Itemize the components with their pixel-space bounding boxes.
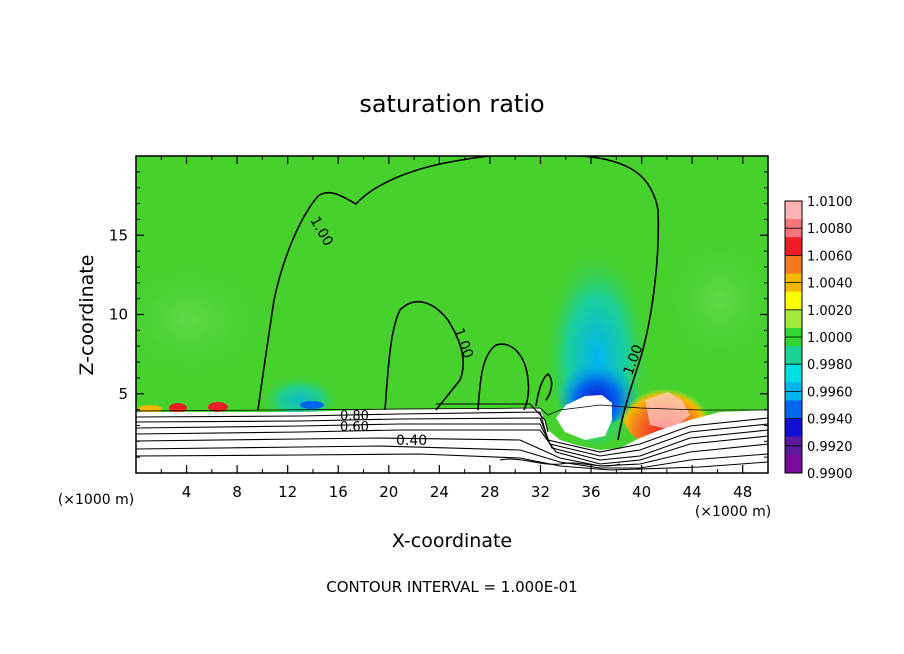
warm-spot xyxy=(138,405,162,413)
terrain xyxy=(136,408,768,473)
surface-line xyxy=(136,404,768,416)
x-unit-right: (×1000 m) xyxy=(695,504,771,520)
colorbar-segment xyxy=(785,291,802,311)
warm-spot xyxy=(169,403,187,413)
contour-label: 0.60 xyxy=(340,420,369,435)
x-tick-label: 48 xyxy=(733,483,752,501)
x-tick-label: 40 xyxy=(632,483,651,501)
x-tick-label: 4 xyxy=(182,483,192,501)
contour-label: 0.40 xyxy=(396,433,427,449)
x-axis-title: X-coordinate xyxy=(392,530,512,552)
y-tick-label: 10 xyxy=(109,306,128,324)
white-region xyxy=(645,392,690,430)
colorbar-segment xyxy=(785,400,802,420)
colorbar-label: 1.0080 xyxy=(807,222,853,237)
x-tick-label: 16 xyxy=(329,483,348,501)
y-tick-label: 5 xyxy=(118,385,128,403)
colorbar-label: 0.9960 xyxy=(807,385,853,400)
colorbar-segment xyxy=(785,364,802,383)
plot-area: 1.00 1.00 1.00 0.80 0.60 0.40 xyxy=(136,156,768,473)
light-green-region xyxy=(136,260,270,380)
colorbar-segment xyxy=(785,418,802,438)
contour-1.00-small xyxy=(477,343,530,411)
colorbar-segment xyxy=(785,346,802,365)
colorbar: 1.0100 1.0080 1.0060 1.0040 1.0020 1.0000 0.99… xyxy=(784,195,853,482)
x-axis: 4 8 12 16 20 24 28 32 36 40 44 48 xyxy=(160,156,752,501)
contour-1.00-middle xyxy=(384,300,464,411)
x-tick-label: 28 xyxy=(480,483,499,501)
y-tick-label: 15 xyxy=(109,226,128,244)
colorbar-segment xyxy=(785,454,802,474)
colorbar-label: 1.0040 xyxy=(807,277,853,292)
x-tick-label: 36 xyxy=(581,483,600,501)
x-tick-label: 32 xyxy=(531,483,550,501)
contour-interval-note: CONTOUR INTERVAL = 1.000E-01 xyxy=(326,578,577,596)
contour-label: 0.80 xyxy=(340,409,369,424)
chart-title: saturation ratio xyxy=(359,90,544,118)
white-region xyxy=(556,395,612,440)
y-axis-title: Z-coordinate xyxy=(76,255,98,376)
x-tick-label: 24 xyxy=(430,483,449,501)
contour-1.00-tiny xyxy=(535,372,553,407)
x-tick-label: 8 xyxy=(232,483,242,501)
terrain-contours xyxy=(136,403,768,471)
x-tick-label: 20 xyxy=(379,483,398,501)
colorbar-label: 0.9920 xyxy=(807,440,853,455)
colorbar-label: 0.9980 xyxy=(807,358,853,373)
colorbar-label: 1.0060 xyxy=(807,249,853,264)
contour-1.00-outer xyxy=(257,156,660,441)
colorbar-label: 1.0100 xyxy=(807,195,853,210)
contour-lines xyxy=(257,156,660,441)
colorbar-segment xyxy=(785,309,802,329)
colorbar-segment xyxy=(785,255,802,275)
colorbar-segment xyxy=(785,201,802,220)
light-green-region xyxy=(660,230,768,370)
colorbar-label: 1.0020 xyxy=(807,304,853,319)
colorbar-label: 1.0000 xyxy=(807,331,853,346)
colorbar-label: 0.9940 xyxy=(807,413,853,428)
x-unit-left: (×1000 m) xyxy=(58,492,134,508)
warm-spot xyxy=(208,402,228,412)
warm-spot xyxy=(300,401,324,409)
contour-label-group: 1.00 1.00 1.00 0.80 0.60 0.40 xyxy=(307,214,647,449)
x-tick-label: 44 xyxy=(683,483,702,501)
colorbar-segment xyxy=(785,237,802,256)
colorbar-label: 0.9900 xyxy=(807,467,853,482)
y-axis: 5 10 15 xyxy=(109,171,768,458)
x-tick-label: 12 xyxy=(278,483,297,501)
